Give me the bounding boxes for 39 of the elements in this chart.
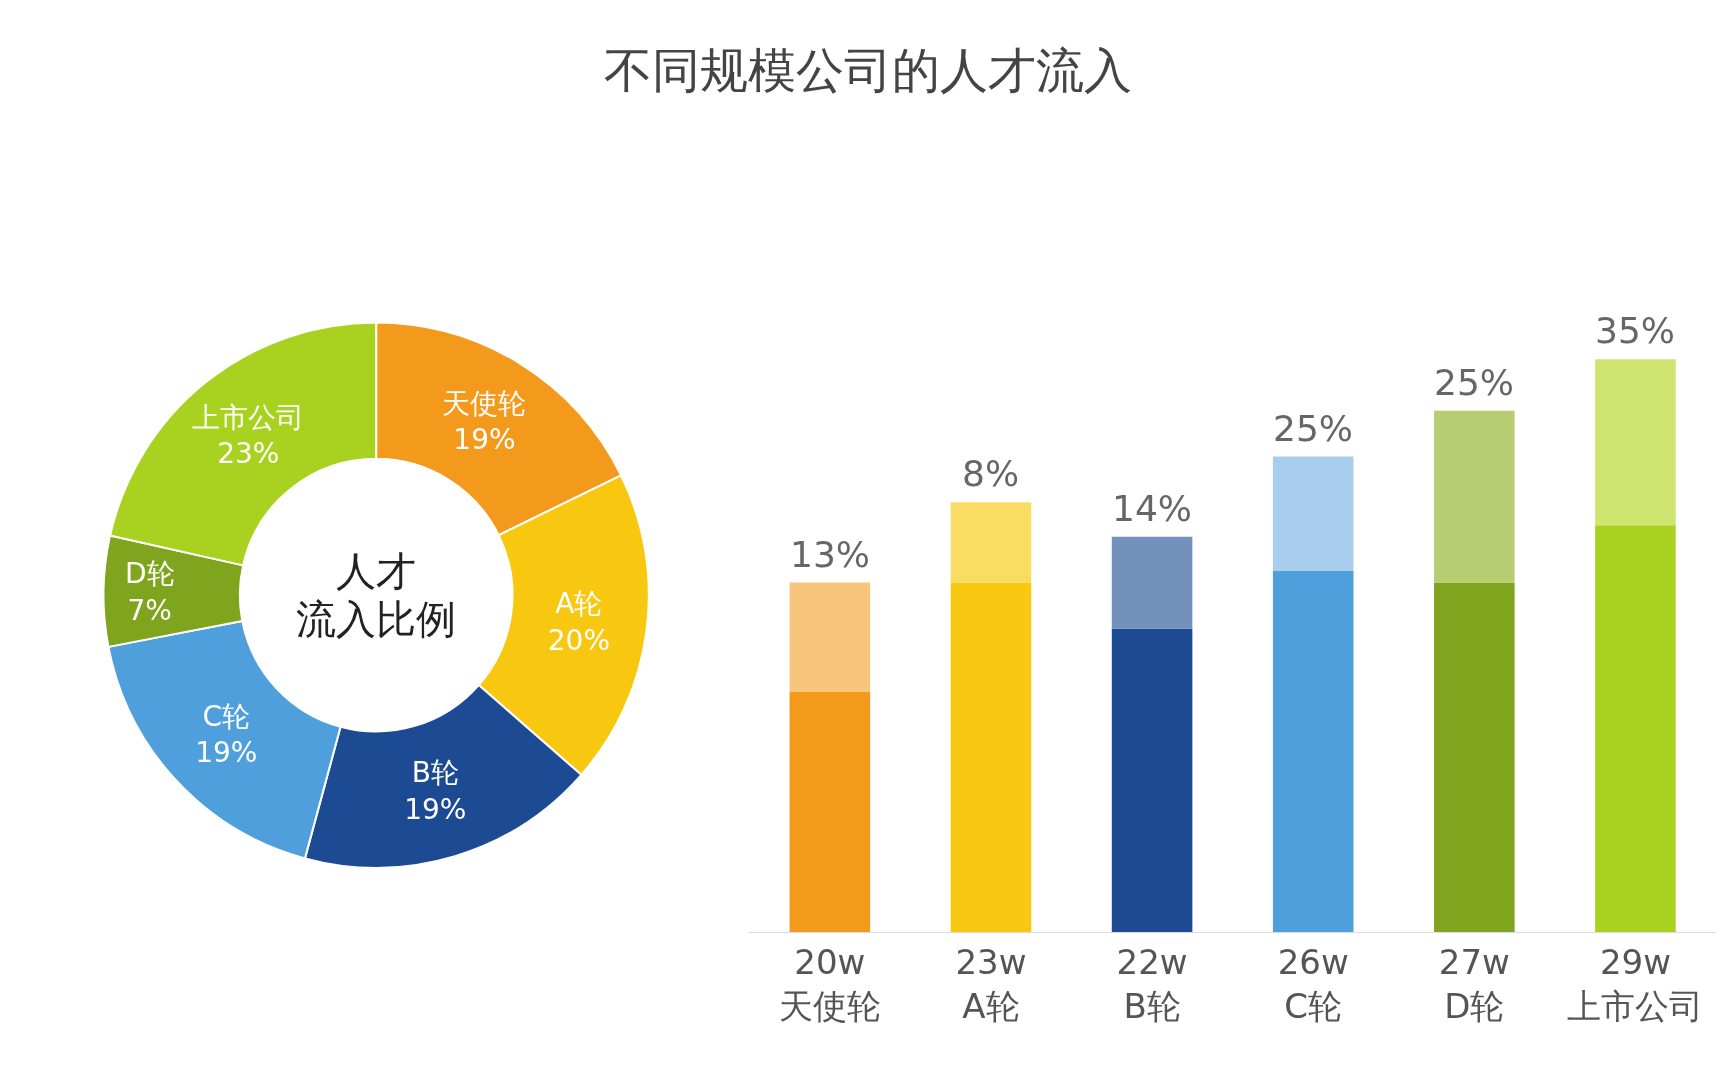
text: 不同规模公司的人才流入 (604, 42, 1132, 99)
annotation: 13% (790, 534, 871, 575)
annotation: 14% (1112, 488, 1193, 529)
x-tick-label: 22w B轮 (1116, 941, 1188, 1026)
slice-label: A轮 (555, 587, 603, 621)
bar (1272, 571, 1354, 932)
data-label: 19% (404, 792, 467, 826)
x-tick-label: 27w D轮 (1438, 941, 1510, 1026)
data-label: 23% (217, 437, 280, 471)
x-tick-label: 26w C轮 (1277, 941, 1349, 1026)
annotation: 35% (1595, 310, 1676, 351)
data-label: 19% (195, 736, 258, 770)
annotation: 25% (1434, 362, 1515, 403)
bar (1111, 536, 1193, 629)
bar (1434, 582, 1515, 932)
bar (1272, 456, 1354, 572)
annotation: 25% (1273, 408, 1354, 449)
data-label: 7% (127, 593, 172, 627)
data-label: 19% (453, 423, 516, 457)
bar (1111, 628, 1193, 932)
bar (950, 502, 1032, 583)
slice-label: B轮 (411, 756, 459, 790)
text: 流入比例 (296, 596, 456, 642)
bar (789, 691, 871, 932)
bar (1434, 410, 1515, 583)
annotation: 8% (962, 453, 1020, 494)
x-tick-label: 20w 天使轮 (778, 941, 881, 1026)
slice-label: C轮 (202, 699, 251, 733)
data-label: 20% (547, 623, 610, 657)
slice-label: 上市公司 (192, 400, 305, 434)
text: 人才 (336, 548, 416, 594)
slice-label: D轮 (124, 557, 175, 591)
slice-label: 天使轮 (442, 386, 527, 420)
bar (1595, 525, 1676, 932)
bar (789, 582, 871, 692)
bar (1595, 359, 1676, 526)
x-tick-label: 29w 上市公司 (1567, 941, 1704, 1026)
x-tick-label: 23w A轮 (955, 941, 1027, 1026)
bar (950, 582, 1032, 932)
